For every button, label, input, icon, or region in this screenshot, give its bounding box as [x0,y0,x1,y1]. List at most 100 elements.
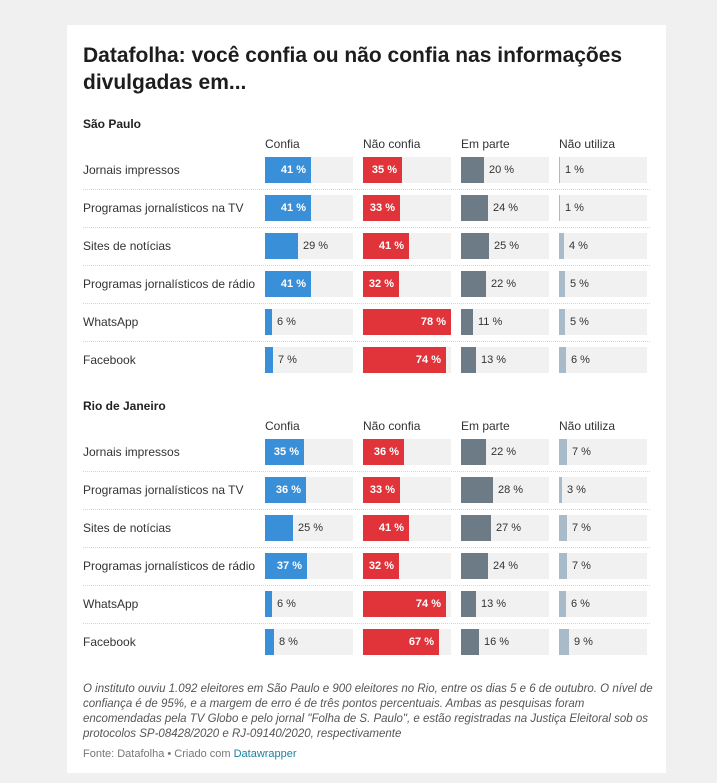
data-label: 13 % [481,598,507,610]
data-label: 5 % [570,278,589,290]
data-label: 41 % [378,240,404,252]
bar-nao-confia [363,515,409,541]
bar-track-em-parte: 20 % [461,157,549,183]
data-label: 67 % [408,636,434,648]
data-label: 6 % [571,598,590,610]
bar-track-nao-utiliza: 1 % [559,157,647,183]
row-label: WhatsApp [83,597,139,611]
data-label: 36 % [275,484,301,496]
bar-track-em-parte: 27 % [461,515,549,541]
datawrapper-link[interactable]: Datawrapper [233,748,297,760]
bar-em-parte [461,553,488,579]
bar-track-confia: 36 % [265,477,353,503]
bar-track-em-parte: 13 % [461,347,549,373]
bar-track-confia: 6 % [265,309,353,335]
data-label: 35 % [273,446,299,458]
table-row: Sites de notícias 25 % 41 % 27 % 7 % [83,510,650,548]
bar-nao-confia [363,477,400,503]
bar-nao-utiliza [559,347,566,373]
bar-track-em-parte: 22 % [461,439,549,465]
bar-nao-confia [363,591,446,617]
bar-track-nao-utiliza: 9 % [559,629,647,655]
bar-track-nao-confia: 33 % [363,477,451,503]
bar-em-parte [461,195,488,221]
data-label: 74 % [415,598,441,610]
data-label: 7 % [572,560,591,572]
bar-track-nao-utiliza: 3 % [559,477,647,503]
bar-track-nao-utiliza: 1 % [559,195,647,221]
bar-track-em-parte: 28 % [461,477,549,503]
bar-confia [265,629,274,655]
bar-confia [265,477,306,503]
row-label: Facebook [83,635,136,649]
bar-track-nao-utiliza: 6 % [559,347,647,373]
row-label: Sites de notícias [83,239,172,253]
data-label: 8 % [279,636,298,648]
bar-track-confia: 8 % [265,629,353,655]
bar-track-nao-utiliza: 5 % [559,309,647,335]
bar-track-nao-confia: 78 % [363,309,451,335]
table-row: Sites de notícias 29 % 41 % 25 % 4 % [83,228,650,266]
bar-em-parte [461,347,476,373]
bar-nao-confia [363,195,400,221]
column-header-confia: Confia [265,137,300,151]
bar-track-nao-confia: 67 % [363,629,451,655]
bar-track-nao-utiliza: 7 % [559,553,647,579]
data-label: 24 % [493,202,519,214]
table-row: Jornais impressos 41 % 35 % 20 % 1 % [83,152,650,190]
section-title: São Paulo [83,117,142,131]
bar-nao-utiliza [559,309,565,335]
row-label: Programas jornalísticos na TV [83,483,244,497]
bar-em-parte [461,477,493,503]
source-text: Fonte: Datafolha • Criado com [83,748,234,760]
data-label: 4 % [569,240,588,252]
column-header-nao-confia: Não confia [363,137,421,151]
column-header-nao-confia: Não confia [363,419,421,433]
bar-nao-confia [363,553,399,579]
data-label: 28 % [498,484,524,496]
chart-section: São Paulo Confia Não confia Em parte Não uti… [83,116,650,380]
bar-nao-confia [363,347,446,373]
data-label: 25 % [494,240,520,252]
bar-track-em-parte: 11 % [461,309,549,335]
bar-nao-confia [363,271,399,297]
table-row: Programas jornalísticos na TV 36 % 33 % 28 … [83,472,650,510]
data-label: 11 % [478,316,503,328]
bar-confia [265,591,272,617]
table-row: Jornais impressos 35 % 36 % 22 % 7 % [83,434,650,472]
bar-em-parte [461,233,489,259]
bar-track-nao-confia: 33 % [363,195,451,221]
data-label: 41 % [378,522,404,534]
data-label: 7 % [278,354,297,366]
row-label: Jornais impressos [83,445,180,459]
data-label: 78 % [420,316,446,328]
bar-track-confia: 41 % [265,157,353,183]
bar-em-parte [461,439,486,465]
bar-track-nao-confia: 35 % [363,157,451,183]
bar-track-nao-utiliza: 5 % [559,271,647,297]
column-header-confia: Confia [265,419,300,433]
bar-em-parte [461,271,486,297]
bar-nao-utiliza [559,439,567,465]
bar-track-nao-confia: 74 % [363,347,451,373]
bar-em-parte [461,515,491,541]
bar-confia [265,195,311,221]
bar-nao-utiliza [559,515,567,541]
bar-em-parte [461,157,484,183]
data-label: 33 % [369,484,395,496]
table-row: Facebook 8 % 67 % 16 % 9 % [83,624,650,662]
bar-track-nao-confia: 41 % [363,233,451,259]
bar-nao-confia [363,233,409,259]
bar-track-nao-confia: 36 % [363,439,451,465]
table-row: Programas jornalísticos de rádio 41 % 32 %… [83,266,650,304]
row-label: Jornais impressos [83,163,180,177]
bar-track-confia: 29 % [265,233,353,259]
bar-confia [265,347,273,373]
table-row: Facebook 7 % 74 % 13 % 6 % [83,342,650,380]
bar-confia [265,309,272,335]
bar-confia [265,233,298,259]
data-label: 9 % [574,636,593,648]
bar-track-nao-confia: 74 % [363,591,451,617]
table-row: Programas jornalísticos de rádio 37 % 32 %… [83,548,650,586]
data-label: 7 % [572,446,591,458]
